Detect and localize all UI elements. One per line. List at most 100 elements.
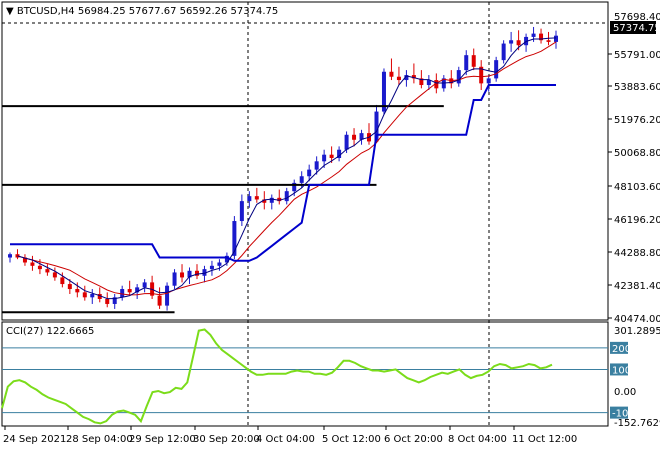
time-tick-label: 29 Sep 12:00 — [129, 434, 196, 445]
bull-candle — [374, 111, 379, 142]
cci-level-badge — [610, 363, 628, 376]
cci-level-badge — [610, 406, 628, 419]
cci-level-badge — [610, 341, 628, 354]
price-tick-label: 51976.20 — [614, 115, 660, 126]
bull-candle — [90, 294, 95, 298]
bear-candle — [180, 272, 185, 278]
price-tick-label: 55791.00 — [614, 50, 660, 61]
cci-level-label: 200 — [612, 344, 631, 355]
time-tick-label: 30 Sep 20:00 — [193, 434, 260, 445]
bull-candle — [531, 33, 536, 37]
bull-candle — [247, 196, 252, 202]
cci-tick-label: 301.2895 — [614, 326, 660, 337]
main-chart-frame[interactable] — [1, 1, 609, 321]
bull-candle — [135, 287, 140, 293]
bear-candle — [352, 134, 357, 140]
bull-candle — [172, 272, 177, 286]
bull-candle — [381, 71, 386, 112]
bull-candle — [224, 255, 229, 263]
bear-candle — [75, 289, 80, 293]
bull-candle — [456, 70, 461, 84]
bull-candle — [494, 60, 499, 79]
candle-series — [8, 26, 558, 311]
time-tick-label: 28 Sep 04:00 — [66, 434, 133, 445]
price-tick-label: 53883.60 — [614, 82, 660, 93]
bull-candle — [299, 176, 304, 183]
price-tick-label: 50068.80 — [614, 148, 660, 159]
bull-candle — [269, 197, 274, 203]
bull-candle — [307, 169, 312, 177]
bear-candle — [434, 80, 439, 89]
price-axis[interactable]: 55791.00 53883.60 51976.20 50068.80 48103.60… — [608, 12, 660, 429]
bull-candle — [202, 269, 207, 276]
bear-candle — [97, 294, 102, 299]
bull-candle — [284, 191, 289, 202]
bear-candle — [479, 66, 484, 84]
trailing-stop-line — [10, 84, 556, 262]
bear-candle — [82, 292, 87, 298]
cci-level-label: -100 — [612, 409, 635, 420]
cci-series — [1, 328, 608, 425]
bear-candle — [329, 154, 334, 159]
bull-candle — [314, 161, 319, 170]
bull-candle — [165, 285, 170, 306]
bull-candle — [359, 133, 364, 140]
bear-candle — [411, 75, 416, 79]
bear-candle — [262, 199, 267, 203]
time-tick-label: 5 Oct 12:00 — [322, 434, 381, 445]
cci-tick-label: 0.00 — [614, 387, 636, 398]
bull-candle — [292, 182, 297, 192]
time-tick-label: 6 Oct 20:00 — [384, 434, 443, 445]
price-tick-label: 46196.20 — [614, 215, 660, 226]
bull-candle — [554, 35, 558, 42]
cci-level-label: 100 — [612, 365, 631, 376]
bear-candle — [30, 262, 35, 266]
bear-candle — [277, 197, 282, 202]
fast-moving-average-line — [17, 37, 557, 300]
bull-candle — [120, 289, 125, 298]
price-tick-label: 42381.40 — [614, 281, 660, 292]
indicator-title: CCI(27) 122.6665 — [6, 326, 94, 337]
bear-candle — [52, 272, 57, 278]
cci-line — [1, 328, 553, 425]
bear-candle — [60, 277, 65, 285]
cci-tick-label: -152.7629 — [614, 418, 660, 429]
bear-candle — [105, 298, 110, 304]
bull-candle — [209, 265, 214, 270]
bear-candle — [516, 40, 521, 46]
bear-candle — [546, 40, 551, 42]
bear-candle — [396, 76, 401, 81]
bull-candle — [322, 154, 327, 162]
bull-candle — [232, 221, 237, 256]
bear-candle — [539, 33, 544, 41]
time-tick-label: 8 Oct 04:00 — [448, 434, 507, 445]
bull-candle — [344, 134, 349, 150]
bear-candle — [45, 269, 50, 273]
bull-candle — [187, 270, 192, 278]
bull-candle — [486, 78, 491, 84]
indicator-frame[interactable] — [1, 321, 609, 427]
time-tick-label: 11 Oct 12:00 — [512, 434, 577, 445]
bull-candle — [217, 262, 222, 266]
slow-moving-average-line — [17, 41, 557, 296]
time-tick-label: 24 Sep 2021 — [3, 434, 66, 445]
bear-candle — [15, 254, 20, 258]
bull-candle — [404, 75, 409, 81]
overlay-series — [2, 37, 557, 314]
bear-candle — [419, 78, 424, 86]
bear-candle — [37, 265, 42, 270]
bear-candle — [471, 55, 476, 67]
bull-candle — [239, 201, 244, 222]
price-tick-label: 44288.80 — [614, 248, 660, 259]
symbol-title: ▼ BTCUSD,H4 56984.25 57677.67 56592.26 5… — [6, 6, 278, 17]
time-tick-label: 4 Oct 04:00 — [256, 434, 315, 445]
bear-candle — [157, 295, 162, 306]
bear-candle — [22, 257, 27, 263]
bear-candle — [67, 284, 72, 290]
price-tick-label: 40474.00 — [614, 314, 660, 325]
price-tick-label: 48103.60 — [614, 182, 660, 193]
price-tick-label: 57698.40 — [614, 12, 660, 23]
bull-candle — [112, 297, 117, 304]
